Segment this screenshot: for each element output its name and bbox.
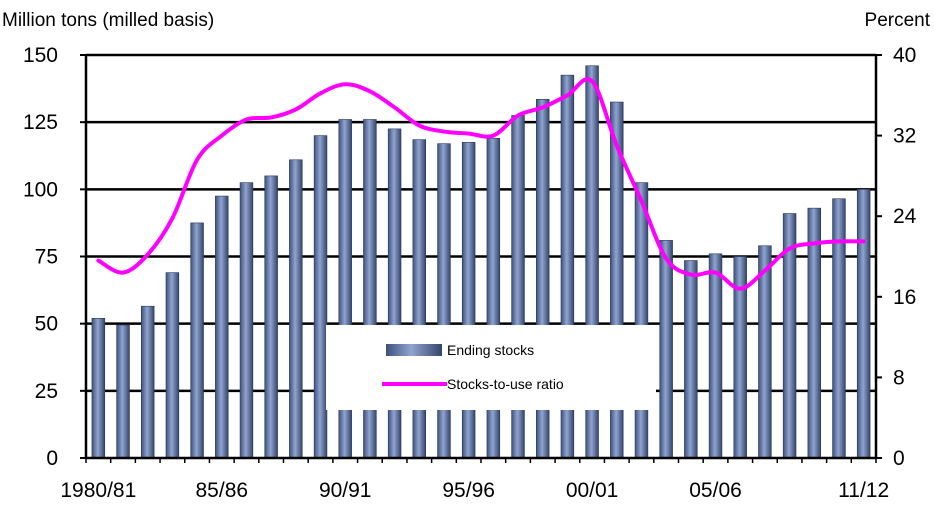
left-tick-label: 150 [23,44,58,67]
axes [80,54,882,463]
bar-ending-stocks [412,139,426,459]
x-tick-label: 85/86 [196,479,249,502]
bar-ending-stocks [832,198,846,459]
x-tick-label: 05/06 [689,479,742,502]
bar-ending-stocks [437,143,451,459]
x-tick-label: 1980/81 [60,479,136,502]
left-tick-label: 50 [35,313,58,336]
right-tick-label: 8 [893,366,905,389]
legend-label-stocks-to-use: Stocks-to-use ratio [447,376,564,392]
bar-ending-stocks [190,222,204,459]
stocks-to-use-line [96,77,866,291]
bar-ending-stocks [141,305,155,459]
bar-ending-stocks [313,135,328,459]
right-tick-labels: 0 8 16 24 32 40 [893,44,917,470]
right-tick-label: 0 [893,447,905,470]
bar-ending-stocks [708,253,723,459]
stocks-to-use-line-layer [96,77,866,291]
x-tick-label: 90/91 [319,479,372,502]
bar-ending-stocks [264,175,278,459]
left-tick-labels: 0 25 50 75 100 125 150 [23,44,58,470]
x-tick-label: 95/96 [442,479,495,502]
left-tick-label: 25 [35,380,58,403]
bar-ending-stocks [116,324,130,459]
bar-ending-stocks [239,182,254,459]
legend: Ending stocks Stocks-to-use ratio [326,325,656,410]
right-axis-label: Percent [865,10,931,31]
bar-ending-stocks [165,272,180,459]
bar-ending-stocks [856,189,871,459]
bar-ending-stocks [215,195,229,459]
bar-ending-stocks [684,260,698,459]
bar-ending-stocks [659,240,673,459]
x-tick-labels: 1980/81 85/86 90/91 95/96 00/01 05/06 11/12 [60,479,889,502]
right-tick-label: 32 [893,125,916,148]
left-tick-label: 100 [23,178,58,201]
right-tick-label: 24 [893,205,917,228]
left-tick-label: 75 [35,246,58,269]
left-axis-label: Million tons (milled basis) [2,10,214,31]
left-tick-label: 0 [46,447,58,470]
legend-label-ending-stocks: Ending stocks [447,342,534,358]
x-tick-label: 00/01 [566,479,619,502]
x-tick-label: 11/12 [838,479,889,502]
bar-ending-stocks [486,137,501,459]
legend-box [326,325,656,410]
bar-ending-stocks [289,159,303,459]
bar-ending-stocks [758,245,772,459]
legend-swatch-ending-stocks [386,344,442,356]
right-tick-label: 16 [893,286,916,309]
right-tick-label: 40 [893,44,916,67]
bar-ending-stocks [461,142,476,459]
left-tick-label: 125 [23,111,58,134]
bar-ending-stocks [91,317,106,459]
bar-ending-stocks [634,182,649,459]
